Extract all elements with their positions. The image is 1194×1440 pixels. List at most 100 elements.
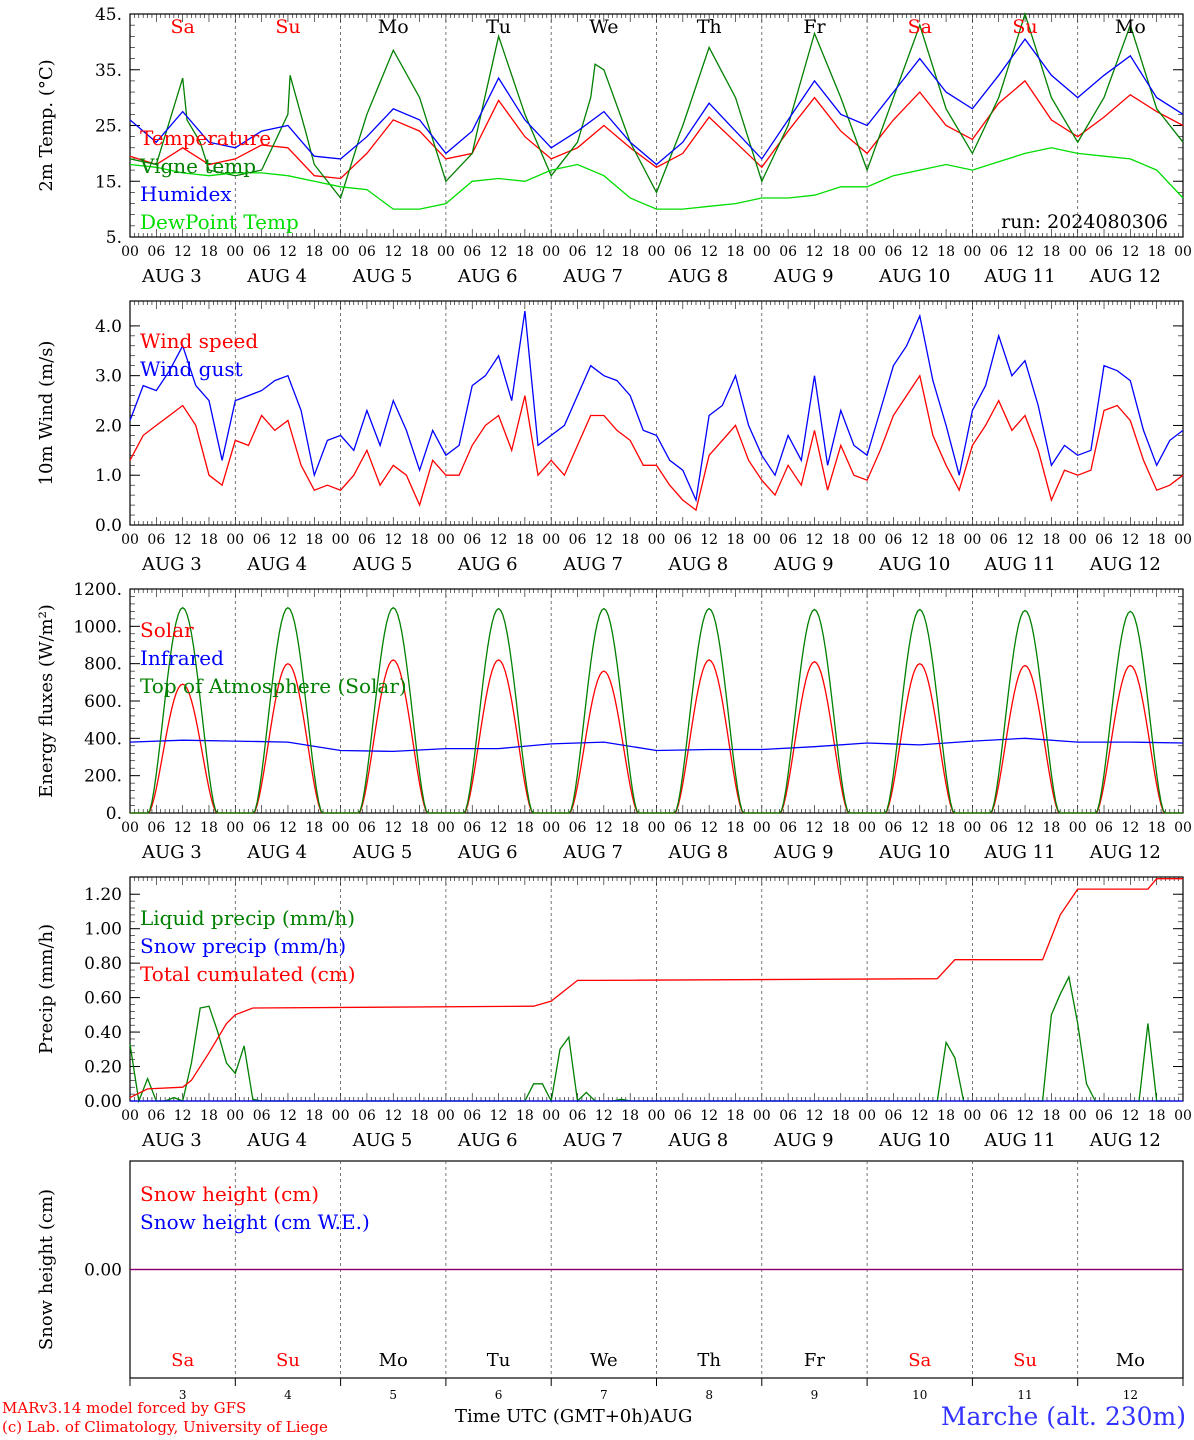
hour-tick-label: 12	[1016, 244, 1034, 260]
hour-tick-label: 00	[963, 532, 981, 548]
hour-tick-label: 00	[226, 820, 244, 836]
hour-tick-label: 18	[1148, 244, 1166, 260]
hour-tick-label: 12	[700, 244, 718, 260]
hour-tick-label: 18	[200, 1108, 218, 1124]
hour-tick-label: 18	[200, 244, 218, 260]
date-label: AUG 8	[668, 266, 729, 287]
hour-tick-label: 06	[147, 244, 165, 260]
y-tick-label: 0.60	[84, 989, 122, 1009]
hour-tick-label: 00	[963, 244, 981, 260]
date-label: AUG 6	[457, 1130, 518, 1151]
hour-tick-label: 06	[885, 1108, 903, 1124]
y-tick-label: 35.	[95, 61, 122, 81]
legend-entry: Snow height (cm W.E.)	[140, 1210, 370, 1234]
y-tick-label: 0.80	[84, 954, 122, 974]
time-axis-label: Time UTC (GMT+0h)AUG	[455, 1406, 693, 1427]
hour-tick-label: 00	[332, 532, 350, 548]
date-label: AUG 9	[773, 266, 834, 287]
hour-tick-label: 00	[437, 820, 455, 836]
hour-tick-label: 18	[305, 244, 323, 260]
date-label: AUG 12	[1089, 1130, 1161, 1151]
hour-tick-label: 18	[305, 1108, 323, 1124]
y-tick-label: 4.0	[95, 317, 122, 337]
hour-tick-label: 00	[858, 820, 876, 836]
date-label: AUG 11	[983, 842, 1055, 863]
date-label: AUG 3	[141, 554, 202, 575]
y-tick-label: 600.	[84, 692, 122, 712]
hour-tick-label: 18	[727, 532, 745, 548]
day-name-bottom: Fr	[804, 1350, 825, 1371]
date-label: AUG 3	[141, 266, 202, 287]
hour-tick-label: 06	[358, 820, 376, 836]
hour-tick-label: 18	[516, 1108, 534, 1124]
hour-tick-label: 06	[1095, 1108, 1113, 1124]
date-label: AUG 6	[457, 266, 518, 287]
date-label: AUG 7	[562, 1130, 623, 1151]
series-line-temp-1	[129, 11, 1184, 200]
hour-tick-label: 06	[779, 1108, 797, 1124]
hour-tick-label: 06	[253, 244, 271, 260]
y-tick-label: 0.	[106, 804, 122, 824]
date-label: AUG 7	[562, 842, 623, 863]
hour-tick-label: 06	[990, 532, 1008, 548]
legend-entry: Top of Atmosphere (Solar)	[140, 674, 407, 698]
y-tick-label: 0.0	[95, 516, 122, 536]
hour-tick-label: 06	[253, 820, 271, 836]
bottom-day-number: 12	[1123, 1388, 1138, 1402]
hour-tick-label: 12	[1121, 244, 1139, 260]
hour-tick-label: 00	[332, 1108, 350, 1124]
series-line-precip-0	[129, 974, 1166, 1104]
y-axis-label: 2m Temp. (°C)	[36, 59, 57, 191]
day-name-bottom: Th	[697, 1350, 721, 1371]
hour-tick-label: 18	[1148, 532, 1166, 548]
hour-tick-label: 06	[674, 244, 692, 260]
hour-tick-label: 18	[832, 820, 850, 836]
hour-tick-label: 12	[279, 532, 297, 548]
hour-tick-label: 18	[832, 244, 850, 260]
date-label: AUG 10	[878, 1130, 950, 1151]
hour-tick-label: 18	[1042, 532, 1060, 548]
bottom-day-number: 7	[600, 1388, 608, 1402]
y-tick-label: 1200.	[73, 580, 122, 600]
y-axis-label: Snow height (cm)	[36, 1189, 57, 1350]
date-label: AUG 12	[1089, 266, 1161, 287]
series-line-temp-2	[129, 37, 1184, 166]
bottom-day-number: 8	[705, 1388, 713, 1402]
hour-tick-label: 12	[279, 820, 297, 836]
y-tick-label: 200.	[84, 767, 122, 787]
legend-entry: Snow height (cm)	[140, 1182, 319, 1206]
hour-tick-label: 12	[700, 1108, 718, 1124]
hour-tick-label: 18	[727, 1108, 745, 1124]
hour-tick-label: 12	[595, 532, 613, 548]
hour-tick-label: 00	[1174, 1108, 1192, 1124]
hour-tick-label: 12	[1121, 532, 1139, 548]
date-label: AUG 4	[246, 842, 307, 863]
hour-tick-label: 00	[226, 532, 244, 548]
hour-tick-label: 00	[753, 532, 771, 548]
hour-tick-label: 18	[937, 244, 955, 260]
hour-tick-label: 12	[1121, 820, 1139, 836]
hour-tick-label: 00	[542, 820, 560, 836]
series-line-precip-2	[129, 878, 1183, 1099]
hour-tick-label: 12	[490, 1108, 508, 1124]
hour-tick-label: 12	[174, 1108, 192, 1124]
hour-tick-label: 00	[858, 532, 876, 548]
hour-tick-label: 00	[542, 1108, 560, 1124]
hour-tick-label: 18	[621, 532, 639, 548]
legend-entry: Vigne temp	[139, 154, 256, 178]
date-label: AUG 10	[878, 842, 950, 863]
legend-entry: Liquid precip (mm/h)	[140, 906, 355, 930]
hour-tick-label: 00	[1174, 532, 1192, 548]
hour-tick-label: 18	[621, 820, 639, 836]
series-line-temp-3	[129, 147, 1184, 210]
day-name-top: Su	[1012, 16, 1037, 38]
date-label: AUG 7	[562, 266, 623, 287]
hour-tick-label: 00	[437, 244, 455, 260]
run-label: run: 2024080306	[1001, 211, 1168, 233]
hour-tick-label: 12	[911, 532, 929, 548]
hour-tick-label: 06	[358, 244, 376, 260]
hour-tick-label: 12	[700, 820, 718, 836]
bottom-day-number: 5	[389, 1388, 397, 1402]
date-label: AUG 3	[141, 842, 202, 863]
